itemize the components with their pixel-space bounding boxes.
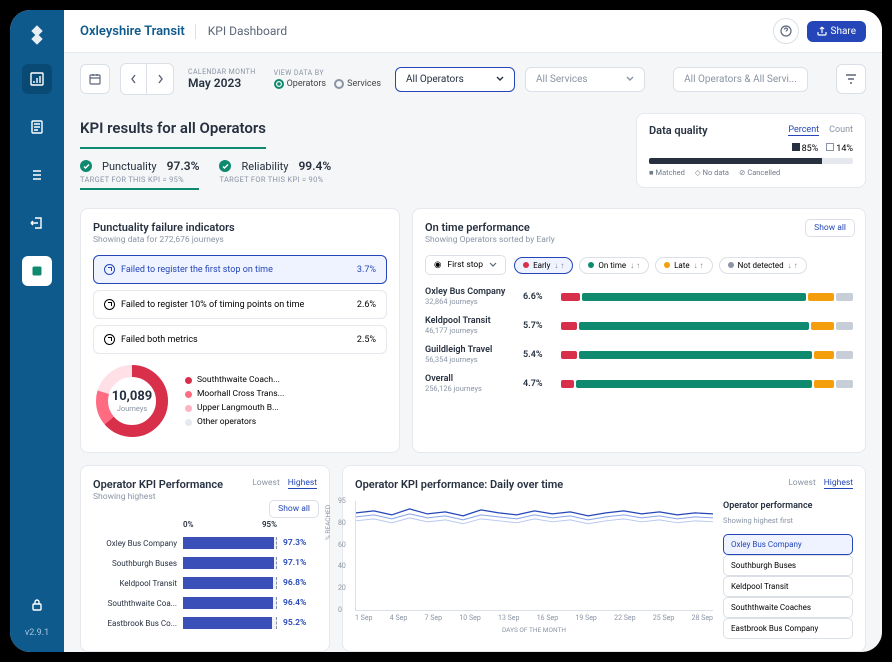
legend-item: Upper Langmouth B...: [185, 403, 284, 413]
operator-item[interactable]: Keldpool Transit: [723, 576, 853, 597]
topbar: Oxleyshire Transit KPI Dashboard Share: [64, 10, 882, 53]
viewby-services-radio[interactable]: Services: [334, 79, 381, 89]
share-button[interactable]: Share: [807, 21, 866, 42]
operators-dropdown[interactable]: All Operators: [395, 67, 515, 92]
version-label: v2.9.1: [25, 628, 49, 638]
month-nav: [120, 63, 174, 95]
prev-month-button[interactable]: [121, 64, 147, 94]
kpi-bar-row: Southburgh Buses97.1%: [93, 557, 317, 569]
daily-chart: % REACHED 95806040200 1 Sep4 Sep7 Sep10 …: [355, 501, 713, 639]
operator-item[interactable]: Eastbrook Bus Company: [723, 618, 853, 639]
month-display: CALENDAR MONTH May 2023: [184, 68, 260, 90]
nav-app-icon[interactable]: [22, 256, 52, 286]
otp-stop-dropdown[interactable]: ◉ First stop: [425, 255, 506, 275]
section-title: KPI results for all Operators: [80, 113, 266, 149]
otp-row: Oxley Bus Company32,864 journeys6.6%: [425, 287, 853, 306]
check-icon: [80, 160, 92, 172]
donut-chart: 10,089Journeys: [93, 362, 171, 440]
dq-tab-count[interactable]: Count: [829, 125, 853, 136]
daily-sort-highest[interactable]: Highest: [824, 478, 853, 489]
page-title: KPI Dashboard: [208, 24, 287, 38]
legend-item: Other operators: [185, 417, 284, 427]
next-month-button[interactable]: [147, 64, 173, 94]
otp-pill[interactable]: Late ↓ ↑: [655, 257, 713, 274]
view-by-toggle: VIEW DATA BY Operators Services: [270, 69, 385, 89]
kpi-perf-card: Operator KPI PerformanceShowing highest …: [80, 465, 330, 652]
search-dropdown[interactable]: All Operators & All Servi...: [673, 67, 808, 92]
otp-row: Guildleigh Travel56,354 journeys5.4%: [425, 345, 853, 364]
brand-name: Oxleyshire Transit: [80, 24, 196, 39]
legend-item: Souththwaite Coach...: [185, 375, 284, 385]
app-logo: [26, 24, 48, 46]
kpi-tab-punctuality[interactable]: Punctuality97.3% TARGET FOR THIS KPI = 9…: [80, 159, 199, 190]
operator-item[interactable]: Souththwaite Coaches: [723, 597, 853, 618]
clock-icon: [104, 299, 115, 310]
otp-pill[interactable]: Early ↓ ↑: [514, 257, 573, 274]
kpip-showall-button[interactable]: Show all: [269, 500, 319, 518]
clock-icon: [104, 334, 115, 345]
pfi-indicator-2[interactable]: Failed to register 10% of timing points …: [93, 290, 387, 319]
sort-highest[interactable]: Highest: [288, 478, 317, 489]
sidebar: v2.9.1: [10, 10, 64, 652]
viewby-operators-radio[interactable]: Operators: [274, 79, 326, 89]
pfi-indicator-3[interactable]: Failed both metrics2.5%: [93, 325, 387, 354]
pfi-card: Punctuality failure indicators Showing d…: [80, 208, 400, 453]
clock-icon: [104, 264, 115, 275]
nav-dashboard-icon[interactable]: [22, 64, 52, 94]
calendar-button[interactable]: [80, 64, 110, 94]
kpi-bar-row: Oxley Bus Company97.3%: [93, 537, 317, 549]
nav-lock-icon[interactable]: [22, 590, 52, 620]
otp-showall-button[interactable]: Show all: [805, 219, 855, 237]
data-quality-card: Data quality PercentCount 85%14% ■ Match…: [636, 113, 866, 188]
filter-button[interactable]: [836, 64, 866, 94]
kpi-bar-row: Eastbrook Bus Co...95.2%: [93, 617, 317, 629]
check-icon: [219, 160, 231, 172]
donut-legend: Souththwaite Coach... Moorhall Cross Tran…: [185, 375, 284, 427]
nav-list-icon[interactable]: [22, 160, 52, 190]
otp-pill[interactable]: On time ↓ ↑: [579, 257, 649, 274]
kpi-bar-row: Souththwaite Coa...96.4%: [93, 597, 317, 609]
otp-card: Show all On time performance Showing Ope…: [412, 208, 866, 453]
operator-item[interactable]: Southburgh Buses: [723, 555, 853, 576]
kpi-tab-reliability[interactable]: Reliability99.4% TARGET FOR THIS KPI = 9…: [219, 159, 331, 190]
controls-bar: CALENDAR MONTH May 2023 VIEW DATA BY Ope…: [64, 53, 882, 105]
help-icon[interactable]: [773, 18, 799, 44]
dq-tab-percent[interactable]: Percent: [788, 125, 819, 136]
nav-reports-icon[interactable]: [22, 112, 52, 142]
otp-row: Overall256,126 journeys4.7%: [425, 374, 853, 393]
pfi-indicator-1[interactable]: Failed to register the first stop on tim…: [93, 255, 387, 284]
services-dropdown[interactable]: All Services: [525, 67, 645, 92]
legend-item: Moorhall Cross Trans...: [185, 389, 284, 399]
sort-lowest[interactable]: Lowest: [252, 478, 280, 489]
daily-sort-lowest[interactable]: Lowest: [788, 478, 816, 489]
nav-export-icon[interactable]: [22, 208, 52, 238]
dq-bar: [649, 158, 853, 164]
otp-pill[interactable]: Not detected ↓ ↑: [719, 257, 807, 274]
kpi-bar-row: Keldpool Transit96.8%: [93, 577, 317, 589]
daily-card: Operator KPI performance: Daily over tim…: [342, 465, 866, 652]
otp-row: Keldpool Transit46,177 journeys5.7%: [425, 316, 853, 335]
operator-item[interactable]: Oxley Bus Company: [723, 534, 853, 555]
operator-panel: Operator performance Showing highest fir…: [723, 501, 853, 639]
